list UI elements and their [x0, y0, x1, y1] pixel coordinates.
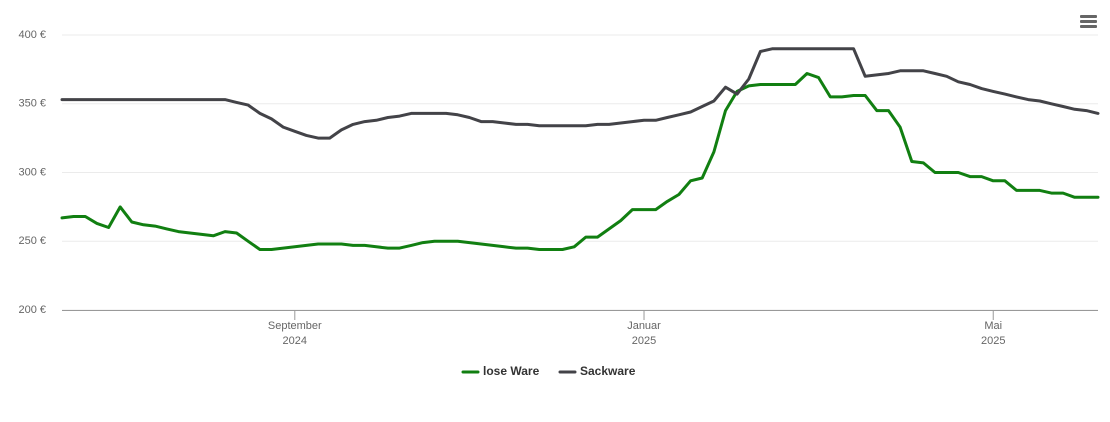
menu-bar: [1080, 15, 1097, 18]
y-tick-label: 200 €: [18, 304, 46, 316]
x-tick-label: Mai 2025: [980, 320, 1006, 347]
menu-icon[interactable]: [1080, 15, 1097, 28]
y-tick-label: 400 €: [18, 29, 46, 41]
y-tick-label: 250 €: [18, 235, 46, 247]
x-tick-label: Januar 2025: [627, 320, 661, 347]
menu-bar: [1080, 25, 1097, 28]
legend-label: Sackware: [580, 364, 636, 378]
legend-item[interactable]: Sackware: [558, 364, 636, 378]
y-tick-label: 350 €: [18, 98, 46, 110]
legend-label: lose Ware: [483, 364, 540, 378]
legend-item[interactable]: lose Ware: [461, 364, 540, 378]
menu-bar: [1080, 20, 1097, 23]
series-line: [60, 47, 1100, 140]
y-tick-label: 300 €: [18, 166, 46, 178]
x-tick-label: September 2024: [267, 320, 322, 347]
series-line: [60, 72, 1100, 251]
